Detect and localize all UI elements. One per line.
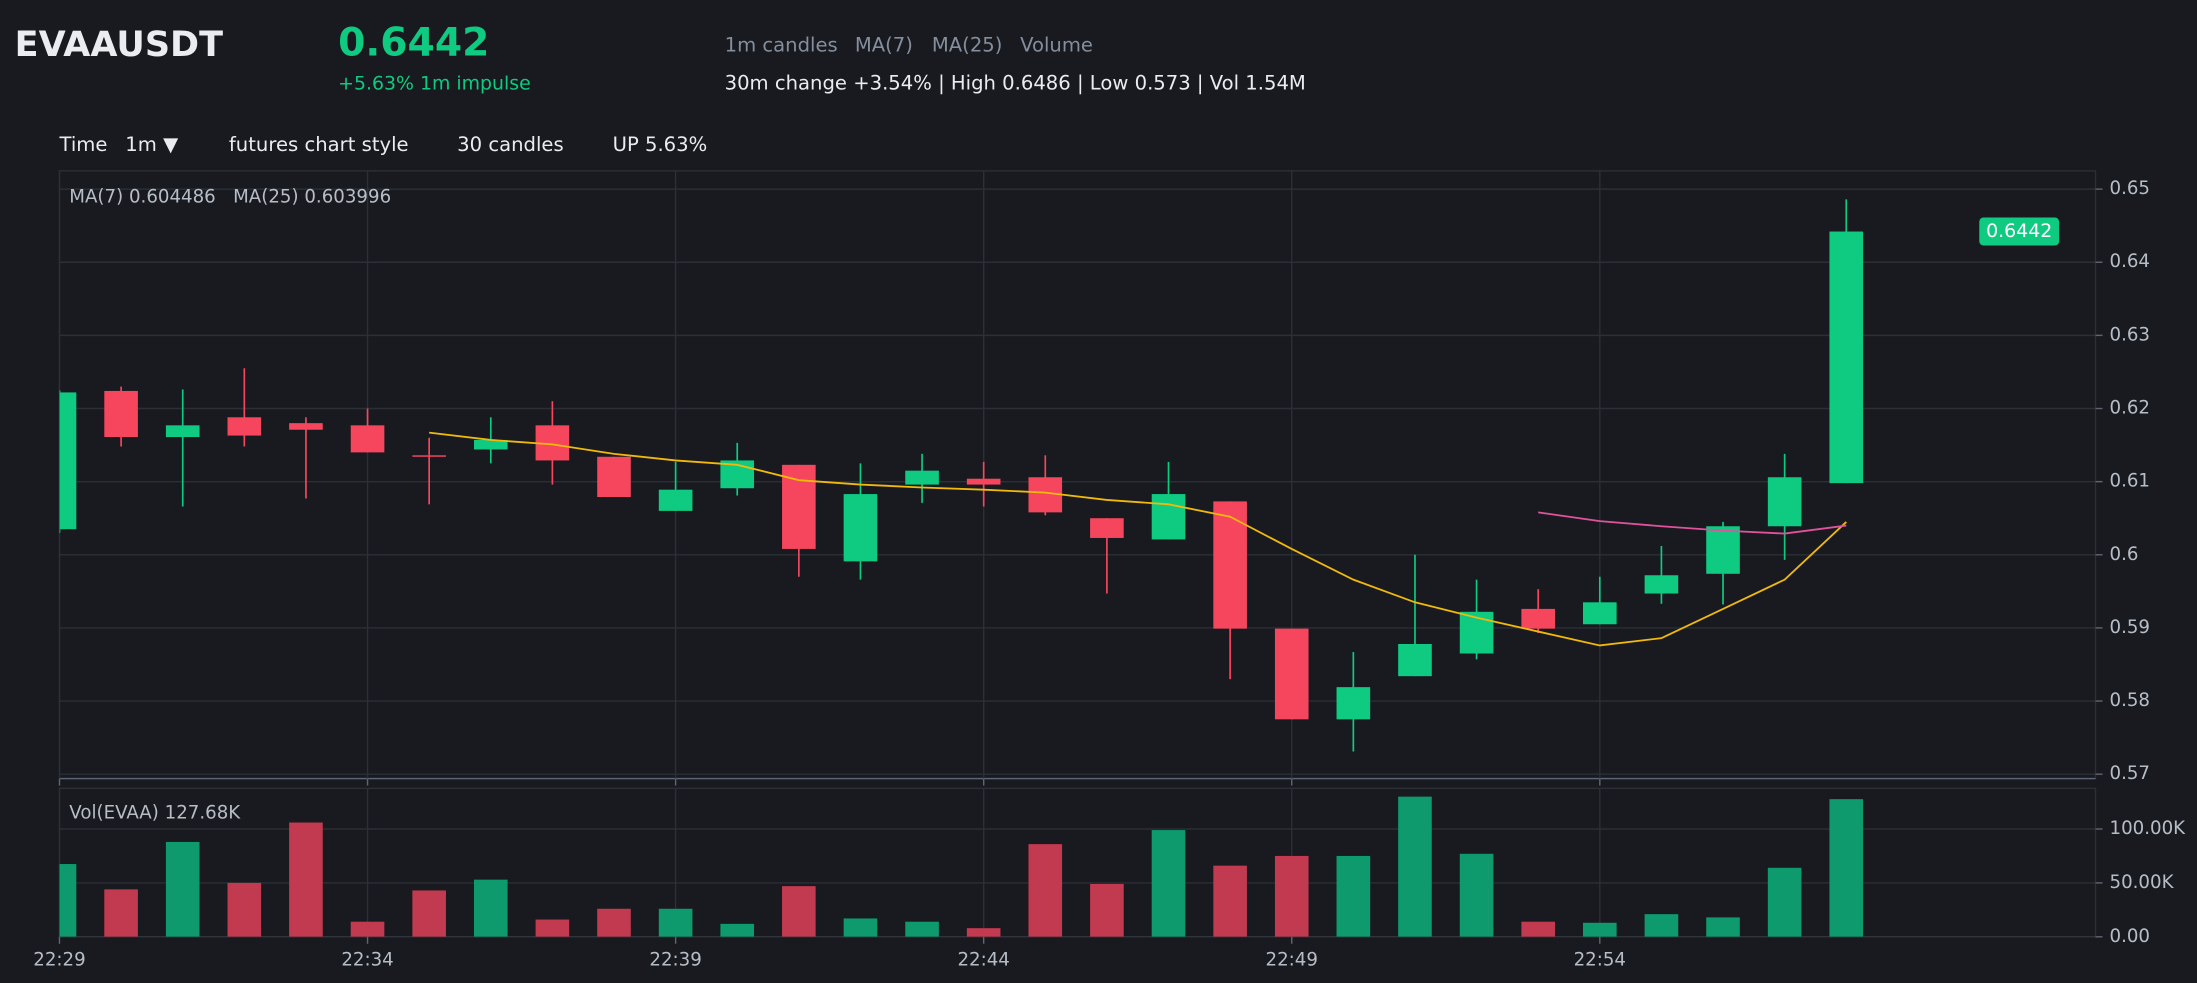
y-tick-label: 0.65 [2110,178,2151,199]
volume-bar [1767,867,1802,937]
y-tick-label: 0.63 [2110,324,2151,345]
time-label: Time [58,133,107,156]
volume-bar [350,921,385,937]
legend-ma25: MA(25) [932,34,1003,57]
volume-bar [1336,855,1371,937]
candle-body [1706,526,1740,574]
volume-bar [1398,796,1432,937]
volume-bar [473,879,508,937]
candle-body [843,494,878,562]
y-tick-label: 0.6 [2110,544,2139,565]
volume-bar [59,864,77,937]
x-tick-label: 22:34 [341,950,393,971]
candle-body [1644,575,1679,594]
volume-bar [905,921,939,937]
price: 0.6442 [338,20,489,65]
candle-body [1336,687,1371,720]
ma-line [429,431,1847,647]
volume-bar [1090,883,1124,937]
count[interactable]: 30 candles [457,133,564,156]
style[interactable]: futures chart style [229,133,409,156]
y-tick-label: 0.57 [2110,763,2151,784]
candle-body [412,455,446,457]
volume-bar [1028,844,1063,937]
volume-bar [1644,914,1679,937]
candle-body [1829,231,1864,484]
x-tick-label: 22:29 [33,950,85,971]
volume-bar [1829,799,1864,937]
volume-y-tick-label: 0.00 [2110,926,2151,947]
candle-body [1398,643,1432,677]
y-tick-label: 0.64 [2110,251,2151,272]
candle-body [1151,494,1186,540]
volume-value: Vol(EVAA) 127.68K [69,803,241,824]
stats: 30m change +3.54% | High 0.6486 | Low 0.… [725,72,1306,95]
volume-bar [720,923,755,937]
legend-volume: Volume [1020,34,1093,57]
volume-bar [104,889,138,937]
legend-candles: 1m candles [725,34,838,57]
symbol: EVAAUSDT [15,25,223,65]
ma25-value: MA(25) 0.603996 [233,186,391,207]
candle-body [1582,602,1617,625]
candle-body [289,423,323,430]
volume-y-tick-label: 100.00K [2110,818,2187,839]
y-tick-label: 0.61 [2110,471,2151,492]
volume-bar [535,919,570,937]
ma-line [1538,511,1847,535]
volume-bar [966,928,1001,937]
volume-bar [1459,853,1494,937]
candle-body [1767,477,1802,527]
candle-body [597,456,631,498]
candle-body [1459,611,1494,654]
candle-body [165,425,200,438]
direction: UP 5.63% [613,133,708,156]
x-tick-label: 22:39 [649,950,701,971]
candle-body [1274,628,1309,720]
volume-bar [165,841,200,937]
volume-bar [289,822,323,937]
volume-bar [1213,865,1247,937]
candle-body [1213,501,1247,629]
volume-bar [1151,830,1186,937]
legend-ma7: MA(7) [855,34,913,57]
candle-body [658,489,693,511]
x-tick-label: 22:54 [1574,950,1626,971]
candle-body [1090,518,1124,538]
ma7-value: MA(7) 0.604486 [69,186,215,207]
candle-body [1521,608,1555,629]
x-tick-label: 22:49 [1266,950,1318,971]
impulse: +5.63% 1m impulse [338,73,531,95]
candle-body [473,439,508,450]
volume-bar [597,908,631,937]
volume-bar [227,882,262,937]
candle-body [782,464,816,549]
volume-bar [1582,922,1617,937]
volume-y-tick-label: 50.00K [2110,872,2175,893]
x-tick-label: 22:44 [957,950,1009,971]
candle-body [350,425,385,453]
volume-bar [1274,855,1309,937]
candle-body [227,417,262,436]
candle-body [966,478,1001,485]
candle-body [905,470,939,485]
price-tag-label: 0.6442 [1986,220,2052,242]
volume-bar [1521,921,1555,937]
y-tick-label: 0.58 [2110,690,2151,711]
interval[interactable]: 1m ▼ [125,133,179,156]
candle-body [104,390,138,438]
volume-bar [412,890,446,937]
volume-bar [782,886,816,937]
candle-body [59,392,77,530]
volume-bar [658,908,693,937]
y-tick-label: 0.59 [2110,617,2151,638]
y-tick-label: 0.62 [2110,398,2151,419]
volume-bar [843,918,878,937]
volume-bar [1706,917,1740,937]
price-tag [1979,217,2060,246]
